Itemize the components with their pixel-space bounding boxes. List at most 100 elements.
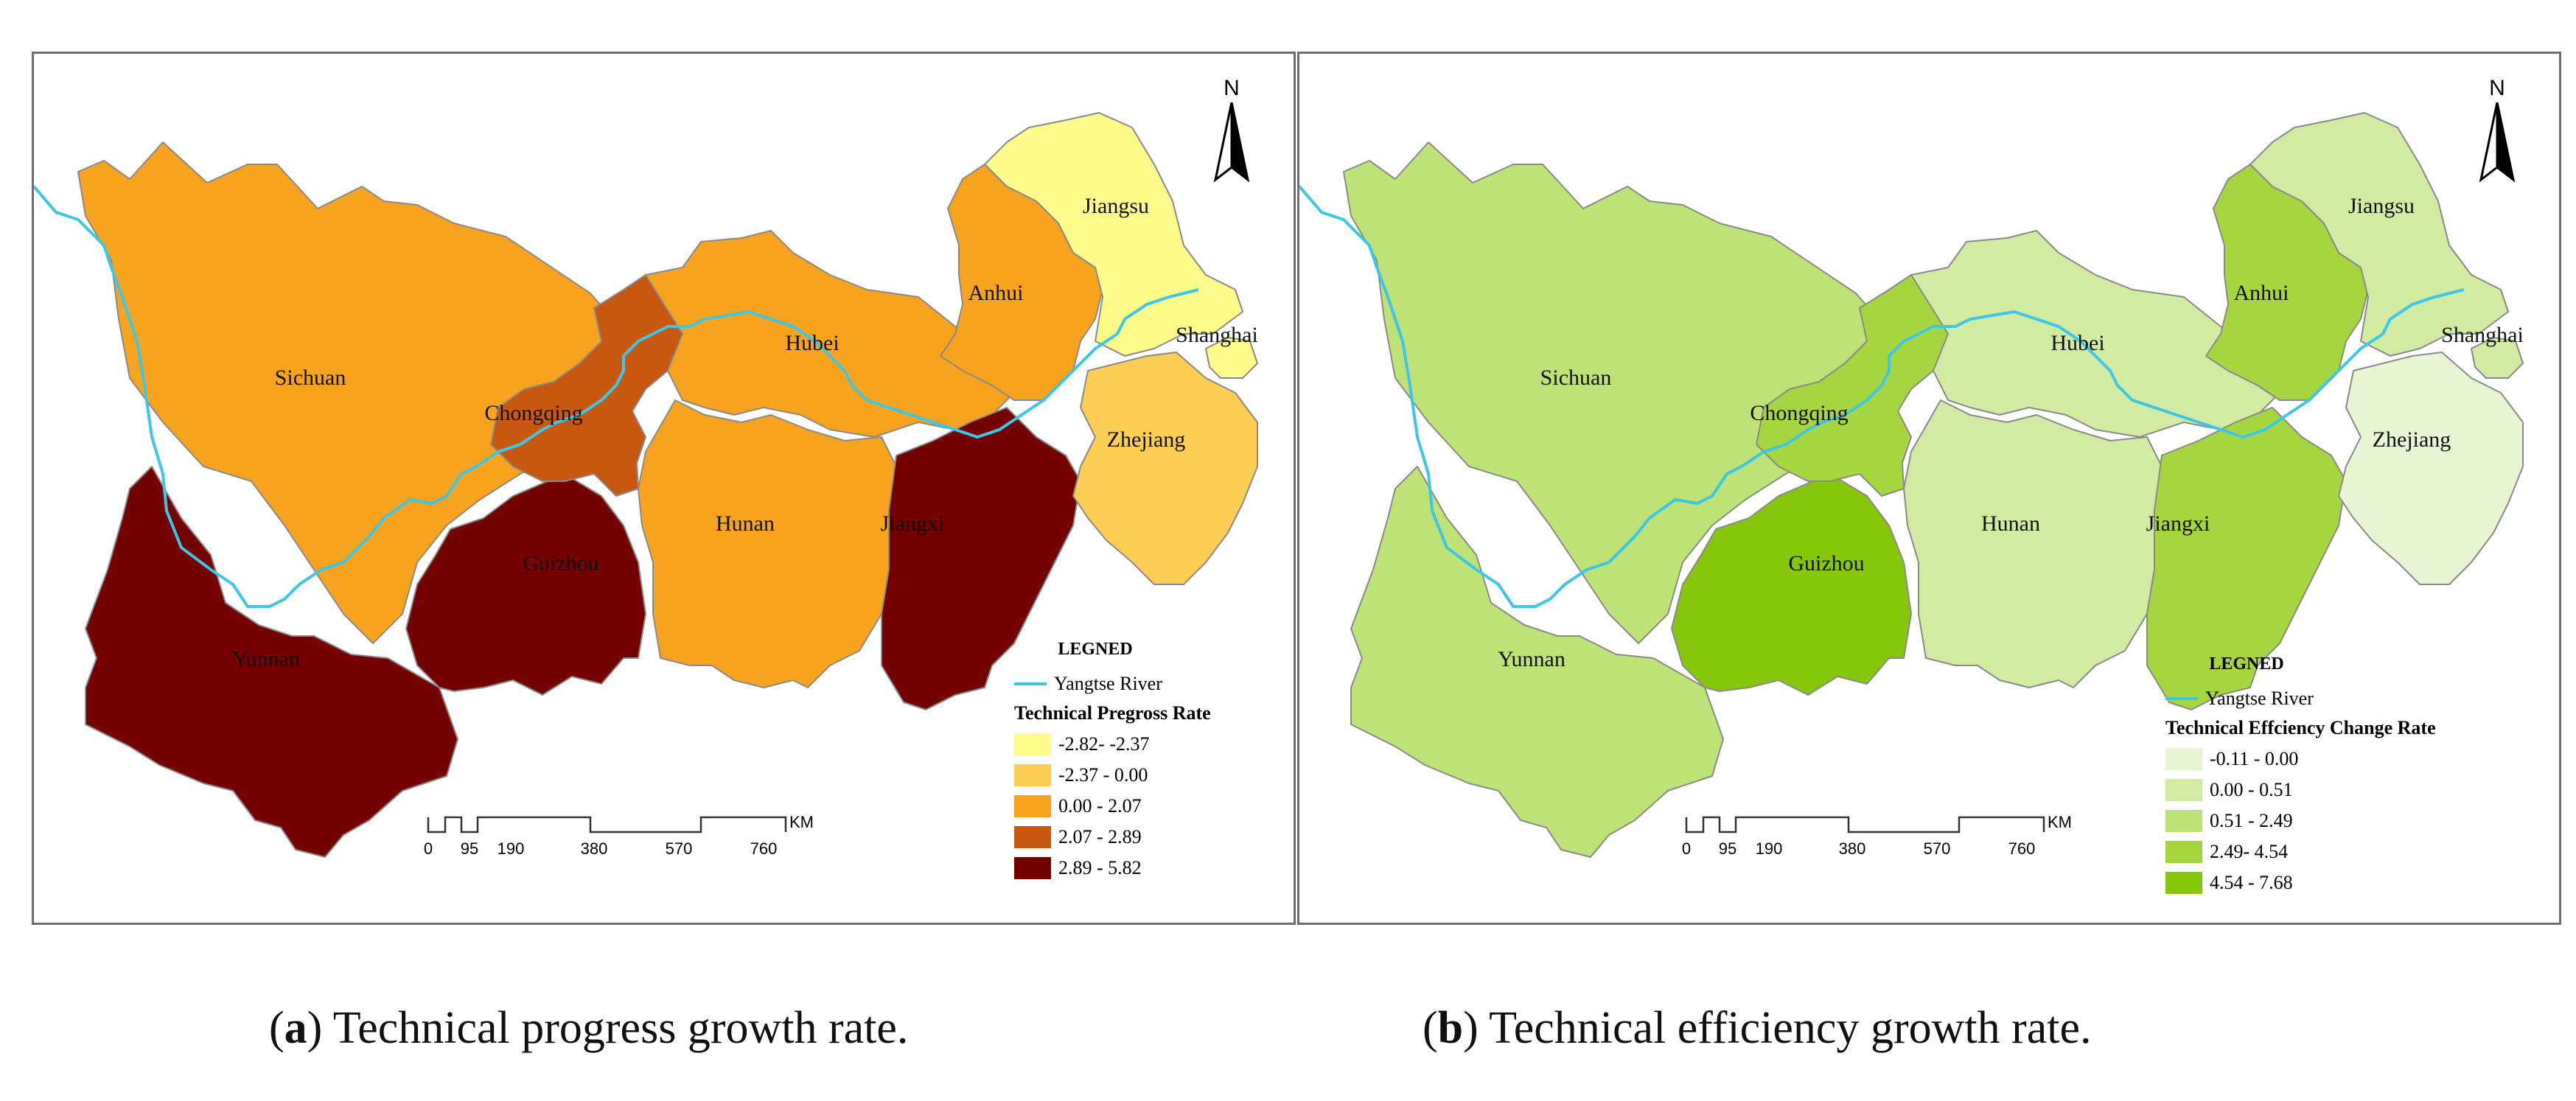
region-zhejiang xyxy=(2338,352,2524,585)
north-arrow: N xyxy=(1210,76,1254,194)
label-chongqing: Chongqing xyxy=(1750,401,1849,425)
label-sichuan: Sichuan xyxy=(274,366,346,390)
region-hunan xyxy=(1903,399,2163,688)
legend-item: 2.07 - 2.89 xyxy=(1014,826,1287,848)
legend-item: 2.89 - 5.82 xyxy=(1014,857,1287,879)
map-canvas xyxy=(1299,112,2524,858)
legend-swatch xyxy=(2165,748,2202,770)
map-panel-a: Sichuan Yunnan Guizhou Chongqing Hubei H… xyxy=(32,52,1296,925)
label-hubei: Hubei xyxy=(2050,331,2105,355)
label-jiangsu: Jiangsu xyxy=(2348,194,2415,218)
scale-bar-graphic xyxy=(1685,816,2045,833)
label-yunnan: Yunnan xyxy=(1498,647,1566,671)
scale-unit: KM xyxy=(2048,813,2072,831)
label-anhui: Anhui xyxy=(2233,281,2289,305)
yangtze-river xyxy=(34,185,1199,608)
map-panel-b: Sichuan Yunnan Guizhou Chongqing Hubei H… xyxy=(1297,52,2561,925)
legend-item: 2.49- 4.54 xyxy=(2165,841,2549,863)
scale-tick-1: 95 xyxy=(460,839,479,858)
label-zhejiang: Zhejiang xyxy=(1106,427,1186,452)
scale-tick-5: 760 xyxy=(2008,839,2036,858)
north-label: N xyxy=(1224,76,1240,100)
scale-bar: 0 95 190 380 570 760 KM xyxy=(423,813,814,872)
label-shanghai: Shanghai xyxy=(2441,323,2524,347)
legend-title: LEGNED xyxy=(1058,640,1133,659)
legend-item-label: 4.54 - 7.68 xyxy=(2210,872,2293,893)
legend-river: Yangtse River xyxy=(2165,688,2549,710)
region-yunnan xyxy=(1350,466,1724,858)
legend-swatch xyxy=(1014,826,1051,848)
legend: LEGNED Yangtse River Technical Effciency… xyxy=(2165,654,2549,894)
label-guizhou: Guizhou xyxy=(523,551,599,576)
legend-swatch xyxy=(2165,810,2202,832)
legend-swatch xyxy=(1014,733,1051,755)
region-hubei xyxy=(645,230,1022,438)
legend-item-label: 0.00 - 0.51 xyxy=(2210,779,2293,800)
legend-swatch xyxy=(1014,857,1051,879)
legend-swatch xyxy=(1014,764,1051,786)
legend-river-label: Yangtse River xyxy=(1054,673,1162,694)
legend-item-label: 0.51 - 2.49 xyxy=(2210,810,2293,831)
scale-tick-4: 570 xyxy=(665,839,693,858)
scale-tick-3: 380 xyxy=(1838,839,1866,858)
legend-class-title: Technical Effciency Change Rate xyxy=(2165,717,2436,738)
yangtze-river xyxy=(1299,185,2465,608)
caption-a-text: Technical progress growth rate. xyxy=(322,1003,909,1053)
caption-b-letter: b xyxy=(1437,1003,1464,1053)
legend-item: -0.11 - 0.00 xyxy=(2165,748,2549,770)
scale-tick-1: 95 xyxy=(1718,839,1737,858)
label-yunnan: Yunnan xyxy=(232,647,300,671)
legend-item-label: -2.82- -2.37 xyxy=(1058,733,1150,755)
legend-river: Yangtse River xyxy=(1014,673,1287,695)
legend-item: 0.00 - 2.07 xyxy=(1014,795,1287,817)
legend-swatch xyxy=(1014,795,1051,817)
legend-item-label: 2.49- 4.54 xyxy=(2210,841,2289,862)
label-anhui: Anhui xyxy=(968,281,1024,305)
scale-tick-4: 570 xyxy=(1923,839,1951,858)
legend-item-label: -2.37 - 0.00 xyxy=(1058,764,1148,786)
legend-item-label: 2.89 - 5.82 xyxy=(1058,857,1142,878)
scale-tick-2: 190 xyxy=(1755,839,1783,858)
region-shanghai xyxy=(1205,337,1258,379)
caption-a: (a) Technical progress growth rate. xyxy=(269,1003,909,1053)
legend-swatch xyxy=(2165,779,2202,801)
legend-item-label: -0.11 - 0.00 xyxy=(2210,748,2299,769)
legend-title: LEGNED xyxy=(2209,654,2284,674)
label-guizhou: Guizhou xyxy=(1788,551,1865,576)
region-hunan xyxy=(638,399,897,688)
legend-item: -2.82- -2.37 xyxy=(1014,733,1287,755)
scale-unit: KM xyxy=(789,813,814,831)
label-shanghai: Shanghai xyxy=(1176,323,1258,347)
scale-tick-0: 0 xyxy=(423,839,433,858)
legend-class-title: Technical Pregross Rate xyxy=(1014,702,1211,724)
north-arrow: N xyxy=(2475,76,2519,194)
legend-item: 0.00 - 0.51 xyxy=(2165,779,2549,801)
scale-tick-3: 380 xyxy=(580,839,608,858)
caption-a-letter: a xyxy=(284,1003,307,1053)
label-sichuan: Sichuan xyxy=(1540,366,1612,390)
scale-tick-5: 760 xyxy=(750,839,778,858)
label-jiangsu: Jiangsu xyxy=(1083,194,1149,218)
legend-item: 4.54 - 7.68 xyxy=(2165,872,2549,894)
label-hubei: Hubei xyxy=(785,331,840,355)
north-arrow-icon xyxy=(2479,102,2516,183)
region-yunnan xyxy=(85,466,458,858)
region-guizhou xyxy=(405,473,646,696)
north-arrow-icon xyxy=(1213,102,1250,183)
legend: LEGNED Yangtse River Technical Pregross … xyxy=(1014,640,1287,879)
legend-swatch xyxy=(2165,872,2202,894)
scale-tick-2: 190 xyxy=(497,839,525,858)
caption-b: (b) Technical efficiency growth rate. xyxy=(1423,1003,2092,1053)
scale-bar-graphic xyxy=(427,816,787,833)
north-label: N xyxy=(2489,76,2505,100)
label-chongqing: Chongqing xyxy=(484,401,583,425)
region-hubei xyxy=(1910,230,2288,438)
label-jiangxi: Jiangxi xyxy=(2146,511,2210,536)
region-shanghai xyxy=(2471,337,2524,379)
caption-b-text: Technical efficiency growth rate. xyxy=(1478,1003,2092,1053)
legend-item-label: 2.07 - 2.89 xyxy=(1058,826,1142,847)
region-zhejiang xyxy=(1072,352,1258,585)
map-canvas xyxy=(34,112,1258,858)
scale-bar: 0 95 190 380 570 760 KM xyxy=(1682,813,2072,872)
legend-river-label: Yangtse River xyxy=(2205,688,2314,709)
